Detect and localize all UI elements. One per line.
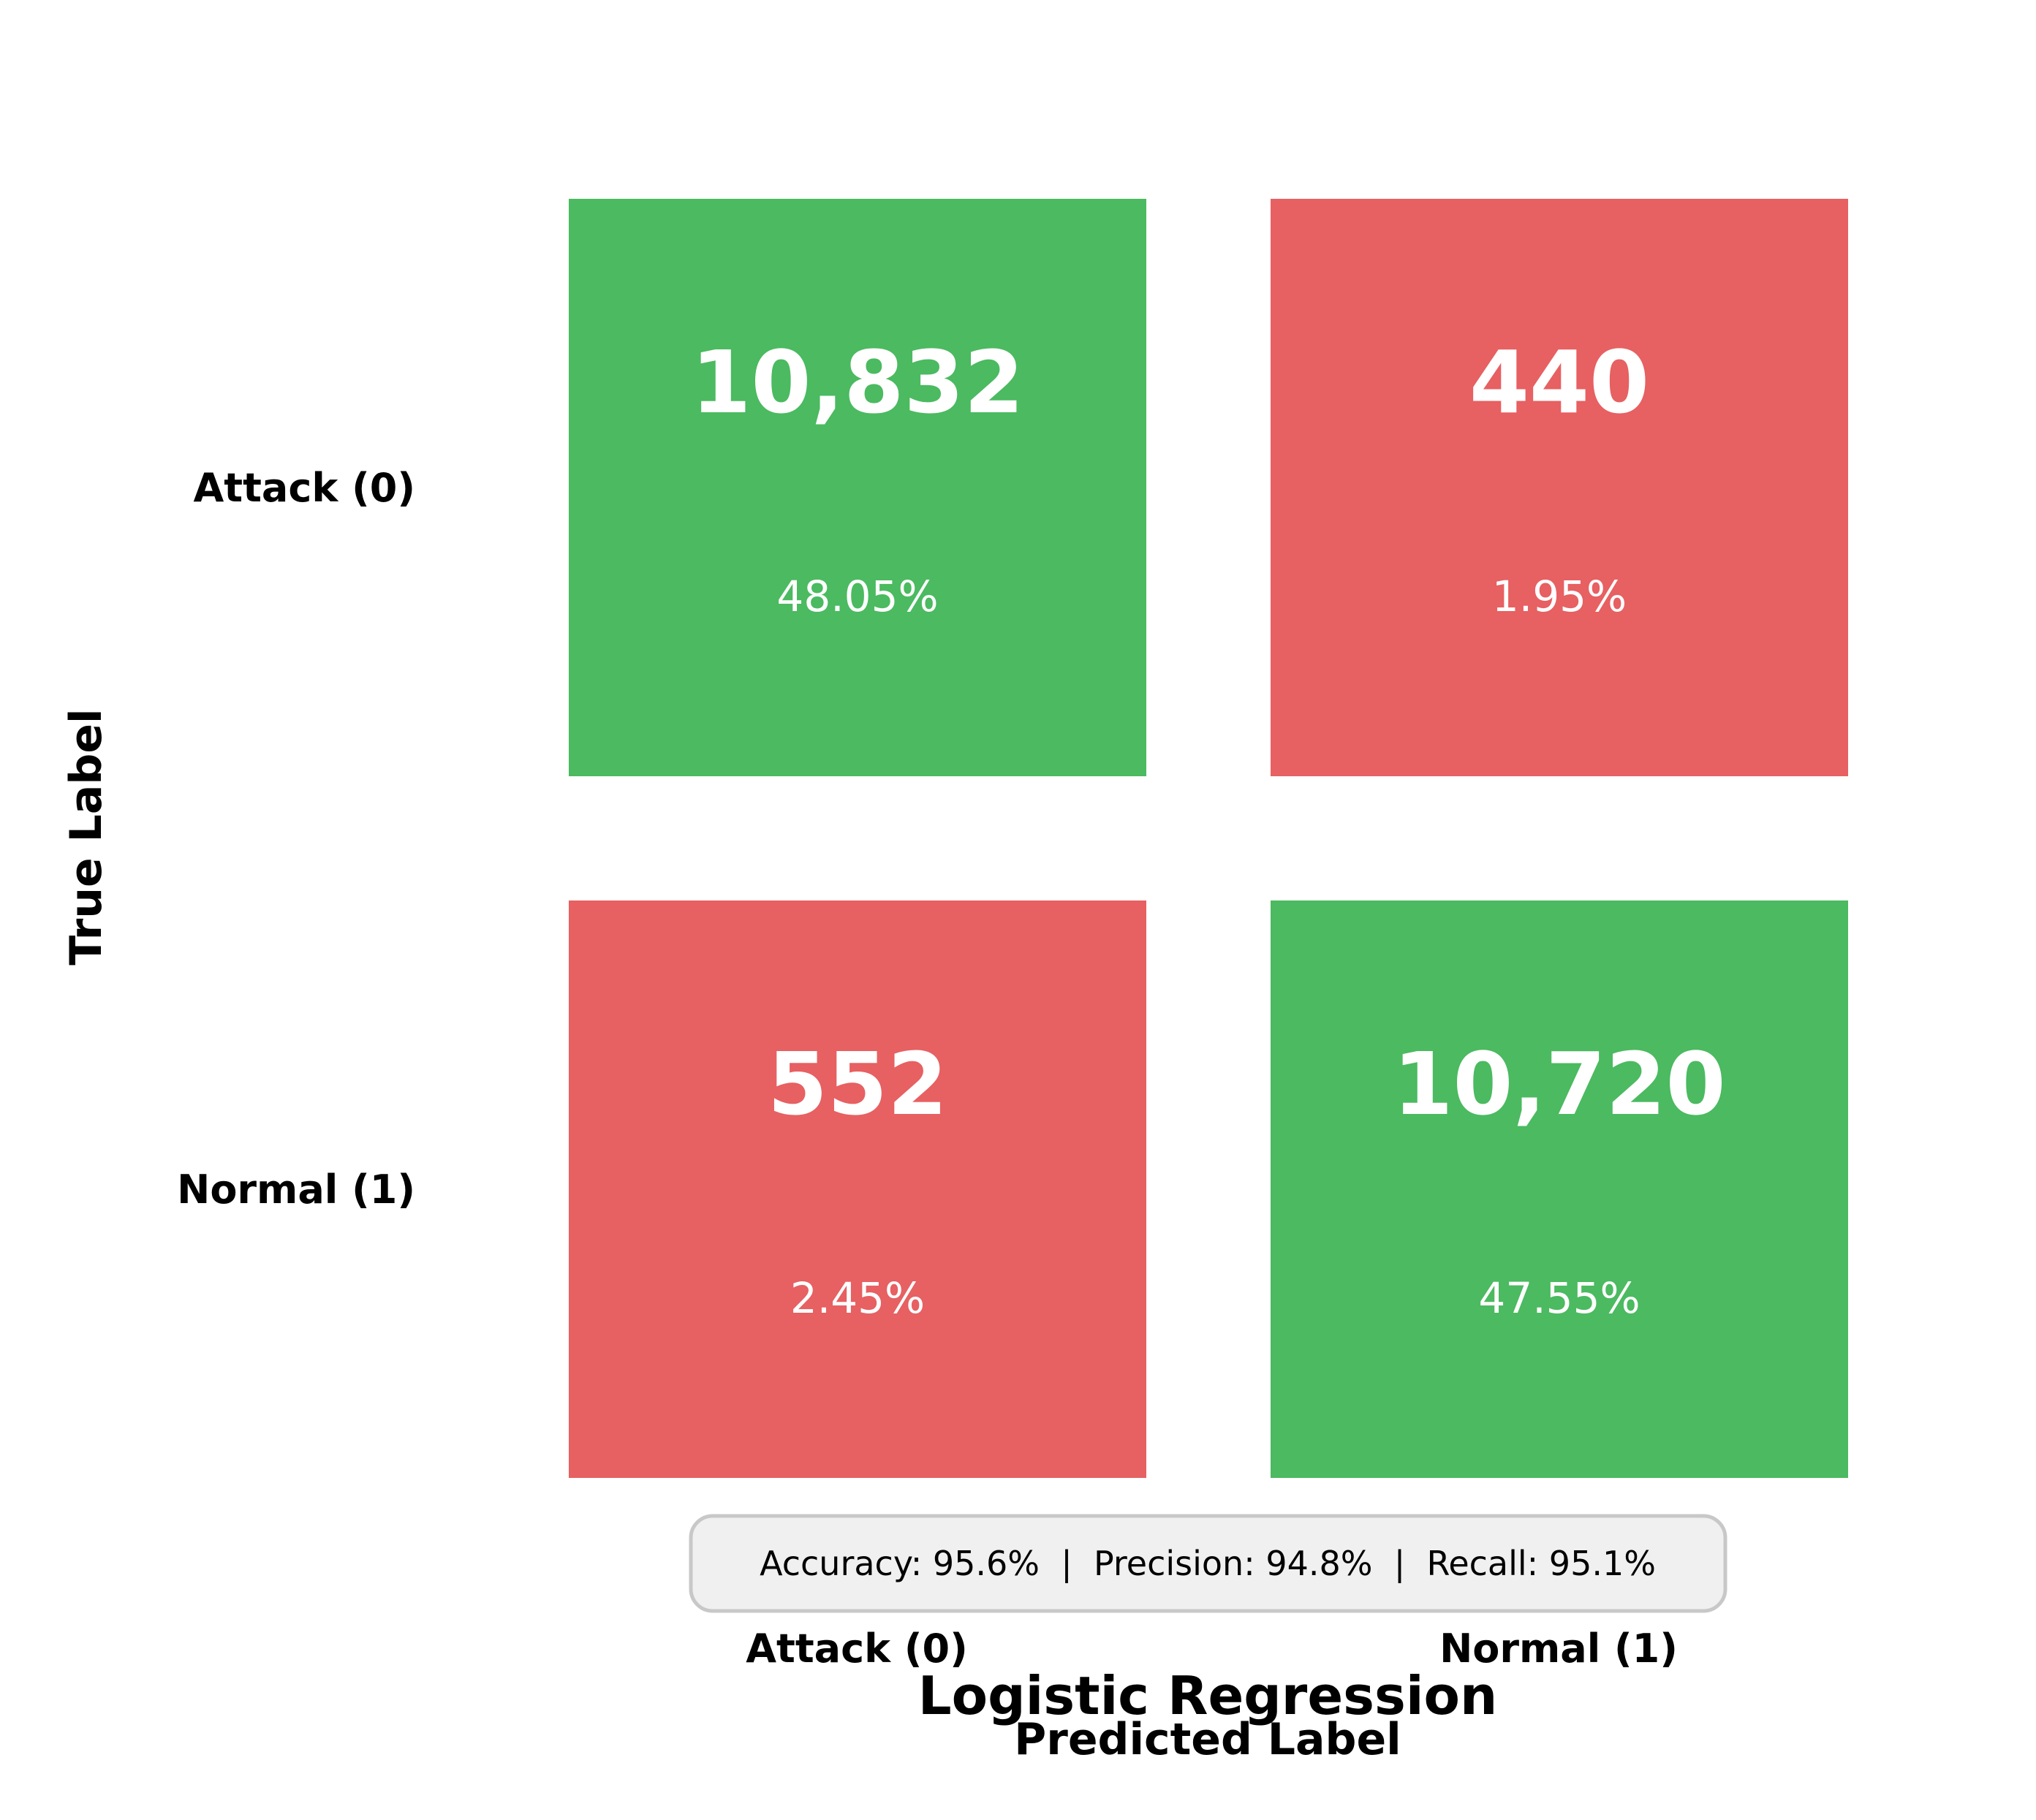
cell-background: [1271, 900, 1848, 1478]
matrix-cells: 10,832 48.05% 440 1.95% 552 2.45% 10,720 47.55%: [569, 199, 1848, 1478]
chart-title: Logistic Regression: [918, 1665, 1498, 1726]
cell-count: 440: [1469, 332, 1649, 433]
metrics-text: Accuracy: 95.6% | Precision: 94.8% | Rec…: [760, 1544, 1656, 1584]
cell-percent: 48.05%: [776, 572, 938, 621]
cell-background: [1271, 199, 1848, 776]
row-label-attack: Attack (0): [193, 465, 415, 511]
x-axis-label: Predicted Label: [1014, 1714, 1401, 1765]
metrics-box: [689, 1514, 1727, 1613]
cell-percent: 2.45%: [790, 1273, 925, 1323]
cell-percent: 47.55%: [1478, 1273, 1640, 1323]
row-label-normal: Normal (1): [177, 1167, 415, 1213]
matrix-cell-r0-c0: 10,832 48.05%: [569, 199, 1146, 776]
matrix-cell-r1-c0: 552 2.45%: [569, 900, 1146, 1478]
col-label-attack: Attack (0): [746, 1626, 968, 1672]
cell-count: 552: [768, 1034, 947, 1134]
cell-count: 10,720: [1393, 1034, 1725, 1134]
cell-percent: 1.95%: [1492, 572, 1627, 621]
col-label-normal: Normal (1): [1439, 1626, 1678, 1672]
cell-count: 10,832: [691, 332, 1023, 433]
matrix-cell-r0-c1: 440 1.95%: [1271, 199, 1848, 776]
y-axis-label: True Label: [61, 708, 112, 965]
cell-background: [569, 900, 1146, 1478]
matrix-cell-r1-c1: 10,720 47.55%: [1271, 900, 1848, 1478]
cell-background: [569, 199, 1146, 776]
